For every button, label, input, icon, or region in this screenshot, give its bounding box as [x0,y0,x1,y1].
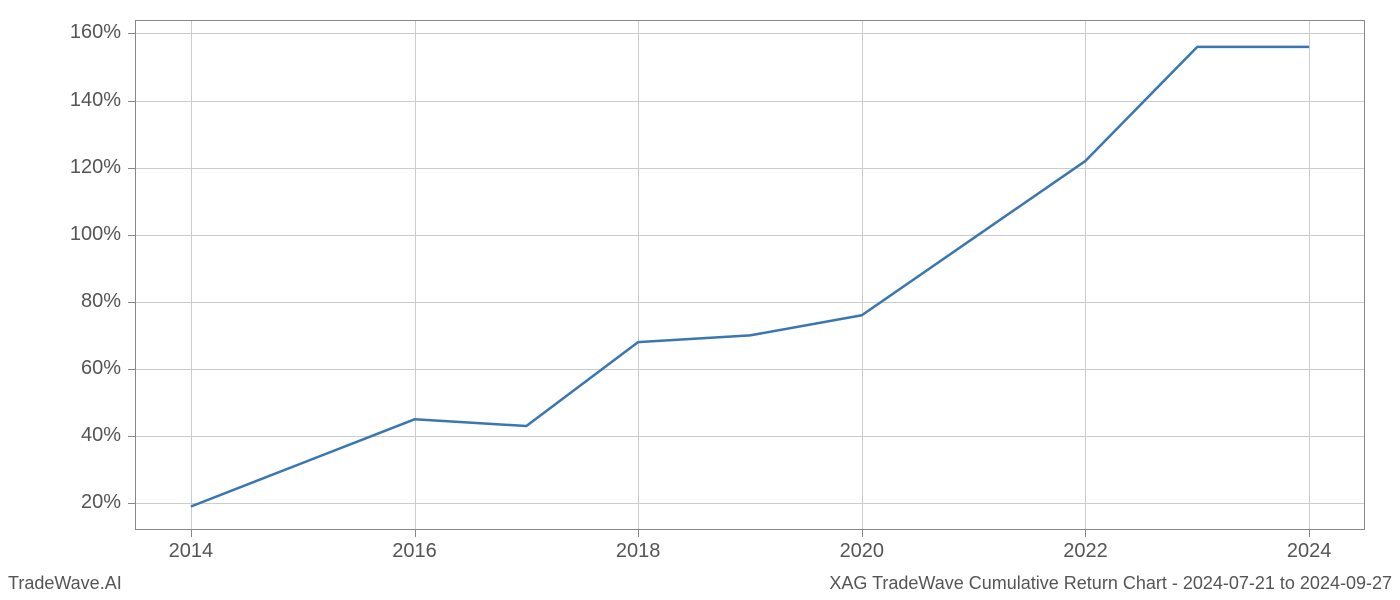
footer-right-label: XAG TradeWave Cumulative Return Chart - … [829,573,1392,594]
y-tick-mark [128,503,135,504]
y-tick-mark [128,302,135,303]
y-tick-mark [128,235,135,236]
y-tick-label: 20% [81,491,121,514]
x-tick-mark [1085,530,1086,537]
x-tick-label: 2014 [169,540,214,563]
y-tick-label: 100% [70,223,121,246]
y-tick-mark [128,168,135,169]
y-tick-label: 160% [70,21,121,44]
line-series-cumulative-return [191,47,1309,507]
x-tick-mark [862,530,863,537]
footer-left-label: TradeWave.AI [8,573,122,594]
x-tick-label: 2018 [616,540,661,563]
x-tick-label: 2016 [392,540,437,563]
y-tick-label: 60% [81,357,121,380]
x-tick-label: 2024 [1287,540,1332,563]
y-tick-mark [128,101,135,102]
x-tick-mark [415,530,416,537]
y-tick-label: 80% [81,290,121,313]
x-tick-mark [638,530,639,537]
x-tick-mark [1309,530,1310,537]
y-tick-mark [128,436,135,437]
y-tick-mark [128,369,135,370]
plot-area [135,20,1365,530]
y-tick-label: 120% [70,156,121,179]
x-tick-label: 2022 [1063,540,1108,563]
y-tick-label: 40% [81,424,121,447]
chart-container: TradeWave.AI XAG TradeWave Cumulative Re… [0,0,1400,600]
y-tick-mark [128,33,135,34]
line-chart-svg [135,20,1365,530]
x-tick-mark [191,530,192,537]
y-tick-label: 140% [70,89,121,112]
x-tick-label: 2020 [840,540,885,563]
